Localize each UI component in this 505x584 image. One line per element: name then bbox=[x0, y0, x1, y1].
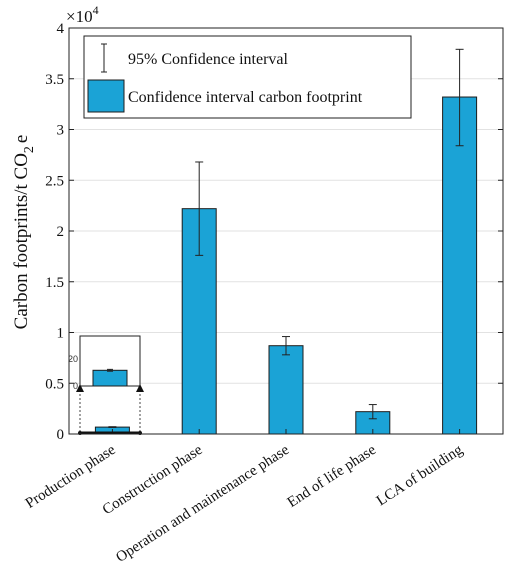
legend-bar-label: Confidence interval carbon footprint bbox=[128, 89, 363, 106]
y-tick-label: 3 bbox=[57, 123, 65, 139]
y-ticks: 0 0.5 1 1.5 2 2.5 3 3.5 4 bbox=[45, 21, 503, 443]
legend-bar-swatch bbox=[87, 79, 125, 113]
y-tick-label: 4 bbox=[57, 21, 65, 37]
y-tick-label: 2.5 bbox=[45, 173, 64, 189]
error-bar bbox=[455, 48, 464, 147]
error-bar bbox=[282, 336, 290, 356]
y-tick-label: 0.5 bbox=[45, 376, 64, 392]
x-category-label: Operation and maintenance phase bbox=[113, 442, 292, 566]
x-category-label: LCA of building bbox=[374, 442, 466, 510]
error-bar bbox=[195, 161, 204, 256]
legend-errorbar-label: 95% Confidence interval bbox=[128, 51, 289, 68]
bar bbox=[442, 96, 478, 435]
y-axis-multiplier: ×104 bbox=[66, 3, 99, 26]
y-tick-label: 0 bbox=[57, 427, 65, 443]
y-axis-title: Carbon footprints/t CO2e bbox=[11, 135, 37, 330]
inset-arrow-right bbox=[136, 384, 144, 392]
legend-errorbar-symbol bbox=[101, 43, 107, 73]
y-tick-label: 1 bbox=[57, 326, 65, 342]
bar bbox=[268, 345, 304, 435]
inset-bar bbox=[92, 369, 128, 387]
inset-zoom: 20 0 bbox=[68, 335, 144, 435]
y-tick-label: 3.5 bbox=[45, 72, 64, 88]
error-bar bbox=[108, 426, 117, 429]
inset-tick-label: 20 bbox=[68, 354, 78, 364]
legend: 95% Confidence interval Confidence inter… bbox=[83, 35, 412, 119]
inset-arrow-left bbox=[76, 384, 84, 392]
y-tick-label: 2 bbox=[57, 224, 65, 240]
inset-tick-label: 0 bbox=[73, 381, 78, 391]
legend-box bbox=[83, 35, 412, 119]
x-category-label: End of life phase bbox=[285, 442, 380, 511]
error-bar bbox=[368, 404, 377, 420]
y-tick-label: 1.5 bbox=[45, 275, 64, 291]
error-bars bbox=[108, 48, 464, 434]
